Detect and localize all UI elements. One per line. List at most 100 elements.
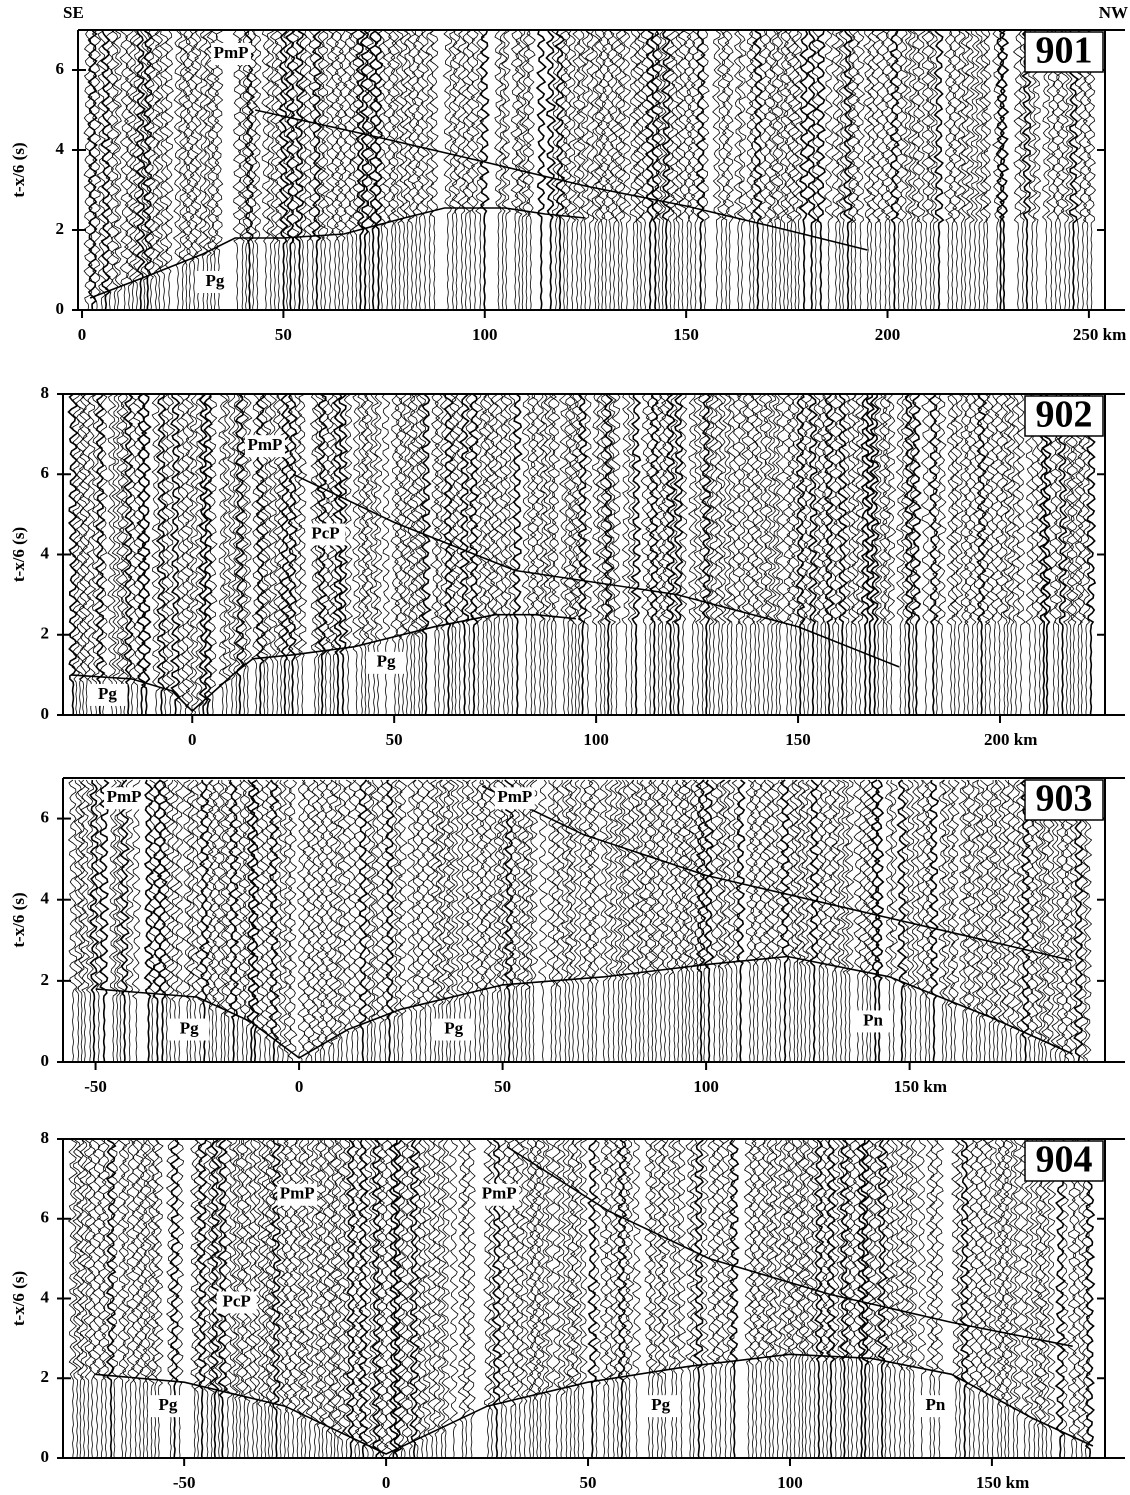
trace [745,394,756,715]
trace [438,394,449,715]
trace [700,30,710,310]
trace [384,779,395,1062]
trace [425,779,436,1062]
trace [726,779,737,1062]
trace [818,779,828,1062]
trace [842,30,854,310]
trace [910,779,921,1062]
trace [751,1139,762,1458]
trace [951,1139,962,1458]
trace [402,394,412,715]
trace [1034,779,1044,1062]
trace [329,30,340,310]
trace [931,394,942,715]
trace [1081,394,1091,715]
trace [1008,1139,1019,1458]
trace [1085,394,1097,715]
trace [779,779,791,1062]
trace [878,394,888,715]
trace [794,1139,804,1458]
trace [999,394,1010,715]
trace [140,394,152,715]
trace [703,779,715,1062]
trace [758,394,769,715]
trace [75,1139,86,1458]
trace [624,1139,635,1458]
annotation-box [104,787,145,810]
trace [989,779,999,1062]
phase-annotation: Pg [651,1395,670,1414]
trace [425,30,435,310]
trace [184,394,195,715]
trace [278,779,288,1062]
panel-label: 902 [1036,394,1093,436]
trace [587,779,598,1062]
trace [1063,779,1074,1062]
trace [352,779,363,1062]
trace [122,394,135,715]
trace [911,30,921,310]
x-tick-label: 0 [295,1077,304,1096]
trace [838,30,849,310]
trace [747,1139,758,1458]
trace [587,1139,599,1458]
trace [677,1139,687,1458]
trace [1049,394,1059,715]
trace [903,30,914,310]
trace [591,779,601,1062]
trace [109,1139,120,1458]
trace [514,1139,525,1458]
trace [1011,394,1021,715]
x-tick-label: 0 [188,730,197,749]
trace [994,394,1005,715]
trace [337,30,348,310]
phase-annotation: Pg [377,652,396,671]
trace [622,30,632,310]
trace [714,394,724,715]
trace [67,1139,78,1458]
trace [142,30,153,310]
trace [815,30,827,310]
trace [927,394,939,715]
trace [151,779,163,1062]
trace [329,1139,340,1458]
trace [1029,779,1040,1062]
x-tick-label: 100 [472,325,498,344]
trace [155,394,167,715]
trace [803,394,814,715]
trace [83,30,93,310]
trace [1080,1139,1091,1458]
trace [390,30,401,310]
trace [123,30,135,310]
trace [1078,30,1088,310]
trace [1011,779,1022,1062]
x-tick-label: 0 [382,1473,391,1492]
trace [753,394,764,715]
y-tick-label: 2 [56,219,65,238]
trace [860,394,872,715]
trace [984,394,996,715]
trace [711,1139,721,1458]
trace [563,394,573,715]
phase-annotation: Pn [925,1395,945,1414]
trace [421,1139,432,1458]
x-tick-label: 50 [580,1473,597,1492]
trace [784,779,795,1062]
trace [782,394,793,715]
trace [550,779,561,1062]
x-tick-label: 50 [275,325,292,344]
trace [406,394,416,715]
trace [124,779,135,1062]
trace [237,30,248,310]
trace [616,30,627,310]
annotation-box [194,271,235,293]
trace [160,394,171,715]
trace [597,30,608,310]
trace [790,394,801,715]
trace [556,1139,567,1458]
trace [921,30,931,310]
trace [273,30,284,310]
trace [399,30,409,310]
trace [325,30,336,310]
trace [115,394,126,715]
